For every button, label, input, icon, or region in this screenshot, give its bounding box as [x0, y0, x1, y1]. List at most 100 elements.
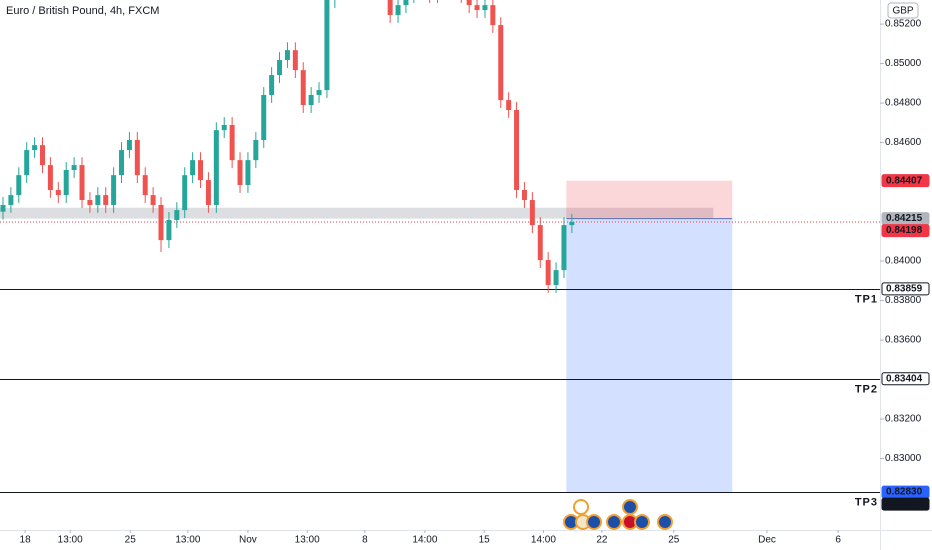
- candle-body: [292, 50, 298, 71]
- x-tick-label: 15: [479, 535, 491, 546]
- candle-body: [277, 60, 283, 76]
- candle-body: [506, 100, 512, 110]
- candle-body: [269, 75, 275, 95]
- y-tick-label: 0.85000: [885, 58, 922, 69]
- price-badge-label: 0.83859: [886, 284, 923, 295]
- event-icon: [622, 499, 638, 515]
- candle-body: [261, 94, 267, 141]
- x-tick-label: 25: [125, 535, 137, 546]
- price-badge: [881, 224, 930, 238]
- candle-body: [529, 200, 535, 226]
- candle-body: [32, 145, 38, 151]
- y-tick-label: 0.83200: [885, 414, 922, 425]
- candle-body: [111, 175, 117, 205]
- candle-body: [47, 165, 53, 190]
- target-name: TP3: [855, 496, 878, 508]
- x-tick-label: 13:00: [295, 535, 320, 546]
- candle-body: [142, 175, 148, 196]
- candle-body: [158, 204, 164, 241]
- candle-body: [521, 189, 527, 201]
- candle-body: [387, 0, 393, 16]
- candle-body: [119, 150, 125, 176]
- price-badge: [881, 372, 930, 386]
- price-badge: [881, 282, 930, 296]
- zone: [0, 207, 714, 219]
- candle-body: [245, 160, 251, 186]
- candle-body: [569, 221, 575, 226]
- candle-body: [561, 225, 567, 271]
- candle-body: [190, 160, 196, 176]
- candle-body: [182, 175, 188, 211]
- candle-body: [8, 195, 14, 205]
- x-tick-label: 18: [20, 535, 32, 546]
- x-tick-label: 14:00: [531, 535, 556, 546]
- price-badge-label: 0.84215: [886, 213, 923, 224]
- candle-body: [16, 175, 22, 196]
- x-tick-label: 14:00: [412, 535, 437, 546]
- candle-body: [166, 219, 172, 241]
- candle-body: [79, 165, 85, 201]
- x-tick-label: 8: [362, 535, 368, 546]
- candle-body: [253, 140, 259, 161]
- currency-box[interactable]: [887, 2, 919, 19]
- candle-body: [300, 70, 306, 106]
- stop-zone: [566, 180, 733, 219]
- candle-body: [213, 130, 219, 205]
- candle-body: [514, 109, 520, 190]
- event-icon: [573, 499, 589, 515]
- x-tick-label: 13:00: [175, 535, 200, 546]
- price-badge-label: 0.84407: [886, 175, 923, 186]
- candle-body: [198, 160, 204, 181]
- y-tick-label: 0.83600: [885, 335, 922, 346]
- candle-body: [63, 170, 69, 196]
- x-tick-label: Dec: [758, 535, 776, 546]
- candle-body: [482, 5, 488, 11]
- candle-body: [87, 200, 93, 205]
- candle-body: [395, 5, 401, 16]
- event-icon: [657, 514, 673, 530]
- candle-body: [205, 180, 211, 205]
- x-tick-label: 22: [596, 535, 608, 546]
- x-tick-label: 13:00: [58, 535, 83, 546]
- target-zone: [566, 218, 733, 493]
- target-name: TP2: [855, 383, 878, 395]
- y-tick-label: 0.83800: [885, 295, 922, 306]
- candle-body: [403, 0, 409, 6]
- candle-body: [316, 90, 322, 95]
- candle-body: [284, 50, 290, 61]
- y-tick-label: 0.83000: [885, 453, 922, 464]
- chart-title: Euro / British Pound, 4h, FXCM: [6, 5, 159, 17]
- candle-body: [466, 0, 472, 6]
- candle-body: [0, 204, 6, 212]
- candle-body: [55, 189, 61, 196]
- candle-body: [103, 195, 109, 205]
- currency[interactable]: GBP: [892, 6, 913, 17]
- candle-body: [174, 210, 180, 220]
- candle-body: [474, 5, 480, 11]
- candle-body: [134, 140, 140, 176]
- candle-body: [545, 260, 551, 285]
- y-tick-label: 0.84000: [885, 256, 922, 267]
- price-badge-label: 0.82822: [886, 499, 923, 510]
- candle-body: [71, 165, 77, 171]
- event-icon: [606, 514, 622, 530]
- x-tick-label: 25: [668, 535, 680, 546]
- candle-body: [229, 124, 235, 161]
- candle-body: [221, 124, 227, 131]
- candle-body: [553, 270, 559, 285]
- price-badge: [881, 497, 930, 511]
- price-badge-label: 0.83404: [886, 373, 923, 384]
- y-tick-label: 0.84800: [885, 98, 922, 109]
- price-badge: [881, 174, 930, 188]
- candle-body: [237, 160, 243, 186]
- candle-body: [537, 225, 543, 261]
- y-tick-label: 0.84600: [885, 137, 922, 148]
- event-icons: [563, 499, 673, 530]
- plot-area: [0, 0, 880, 493]
- target-name: TP1: [855, 293, 878, 305]
- candle-body: [95, 195, 101, 205]
- y-tick-label: 0.85200: [885, 19, 922, 30]
- price-badge-label: 0.84198: [886, 225, 923, 236]
